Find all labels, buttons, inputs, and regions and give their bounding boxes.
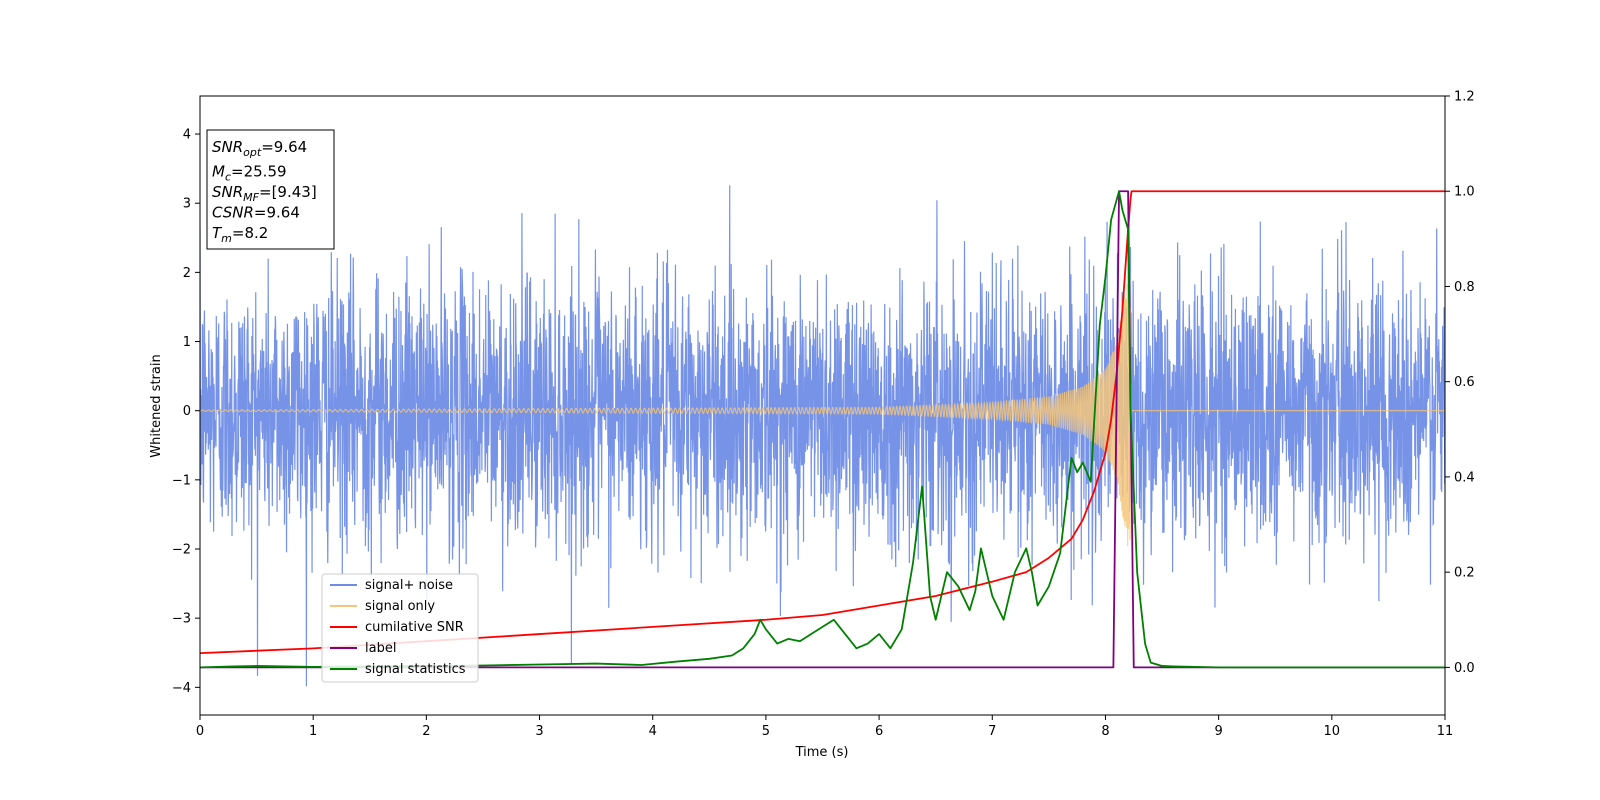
y-tick-label: 0 — [183, 404, 191, 419]
legend: signal+ noise signal only cumilative SNR la… — [321, 573, 479, 683]
annotation-line: SNRopt=9.64 — [212, 138, 307, 159]
x-tick-label: 10 — [1324, 724, 1341, 739]
y-tick-label: −2 — [172, 543, 191, 558]
annotation-line: CSNR=9.64 — [212, 204, 300, 222]
annotation-symbol: CSNR — [212, 204, 254, 222]
annotation-symbol: M — [212, 163, 225, 181]
x-tick-label: 8 — [1101, 724, 1109, 739]
plot-frame — [199, 95, 1446, 716]
annotation-symbol: SNR — [212, 183, 243, 201]
x-tick-label: 7 — [988, 724, 996, 739]
y2-tick-label: 0.2 — [1454, 566, 1475, 581]
y2-tick-label: 1.0 — [1454, 185, 1475, 200]
annotation-subscript: MF — [243, 191, 259, 204]
legend-frame — [321, 573, 479, 683]
x-tick-label: 4 — [649, 724, 657, 739]
x-tick-label: 5 — [762, 724, 770, 739]
legend-label: signal+ noise — [365, 578, 453, 593]
series-signal-only-line — [200, 272, 1445, 547]
y-tick-label: −1 — [172, 473, 191, 488]
y2-tick-label: 0.8 — [1454, 280, 1475, 295]
x-tick-label: 0 — [196, 724, 204, 739]
x-tick-label: 6 — [875, 724, 883, 739]
annotation-symbol: SNR — [212, 138, 243, 156]
y2-tick-label: 0.4 — [1454, 470, 1475, 485]
annotation-line: Mc=25.59 — [212, 163, 287, 184]
annotation-value: =[9.43] — [259, 183, 317, 201]
y-axis-left: −4 −3 −2 −1 0 1 2 3 4 — [172, 128, 200, 696]
series-signal-noise-line — [200, 185, 1445, 687]
y-tick-label: 3 — [183, 197, 191, 212]
y-tick-label: 2 — [183, 266, 191, 281]
series-cumulative-snr-line — [200, 190, 1445, 654]
y-tick-label: −4 — [172, 681, 191, 696]
y2-tick-label: 0.0 — [1454, 661, 1475, 676]
legend-label: signal only — [365, 599, 435, 614]
annotation-line: Tm=8.2 — [212, 224, 268, 245]
x-tick-label: 11 — [1437, 724, 1454, 739]
x-tick-label: 1 — [309, 724, 317, 739]
y-tick-label: 1 — [183, 335, 191, 350]
x-axis: 0 1 2 3 4 5 6 7 8 9 10 11 — [196, 715, 1453, 739]
series-signal-statistics-line — [200, 190, 1445, 669]
annotation-frame — [206, 129, 335, 250]
annotation-line: SNRMF=[9.43] — [212, 183, 317, 204]
legend-label: label — [365, 641, 396, 656]
annotation-subscript: m — [221, 232, 232, 245]
y-tick-label: 4 — [183, 128, 191, 143]
annotation-symbol: T — [212, 224, 223, 242]
annotation-value: =9.64 — [254, 204, 300, 222]
plot-area — [200, 185, 1445, 687]
x-axis-label: Time (s) — [795, 745, 849, 760]
annotation-box: SNRopt=9.64Mc=25.59SNRMF=[9.43]CSNR=9.64… — [206, 129, 335, 250]
x-tick-label: 3 — [535, 724, 543, 739]
annotation-value: =8.2 — [232, 224, 268, 242]
annotation-subscript: c — [225, 171, 231, 184]
x-tick-label: 9 — [1214, 724, 1222, 739]
annotation-value: =9.64 — [261, 138, 307, 156]
y2-tick-label: 1.2 — [1454, 90, 1475, 105]
legend-label: cumilative SNR — [365, 620, 464, 635]
y2-tick-label: 0.6 — [1454, 375, 1475, 390]
y-axis-label: Whitened strain — [149, 354, 164, 457]
y-tick-label: −3 — [172, 612, 191, 627]
y-axis-right: 0.0 0.2 0.4 0.6 0.8 1.0 1.2 — [1445, 90, 1475, 676]
x-tick-label: 2 — [422, 724, 430, 739]
annotation-value: =25.59 — [231, 163, 287, 181]
annotation-subscript: opt — [243, 146, 262, 159]
legend-label: signal statistics — [365, 662, 466, 677]
